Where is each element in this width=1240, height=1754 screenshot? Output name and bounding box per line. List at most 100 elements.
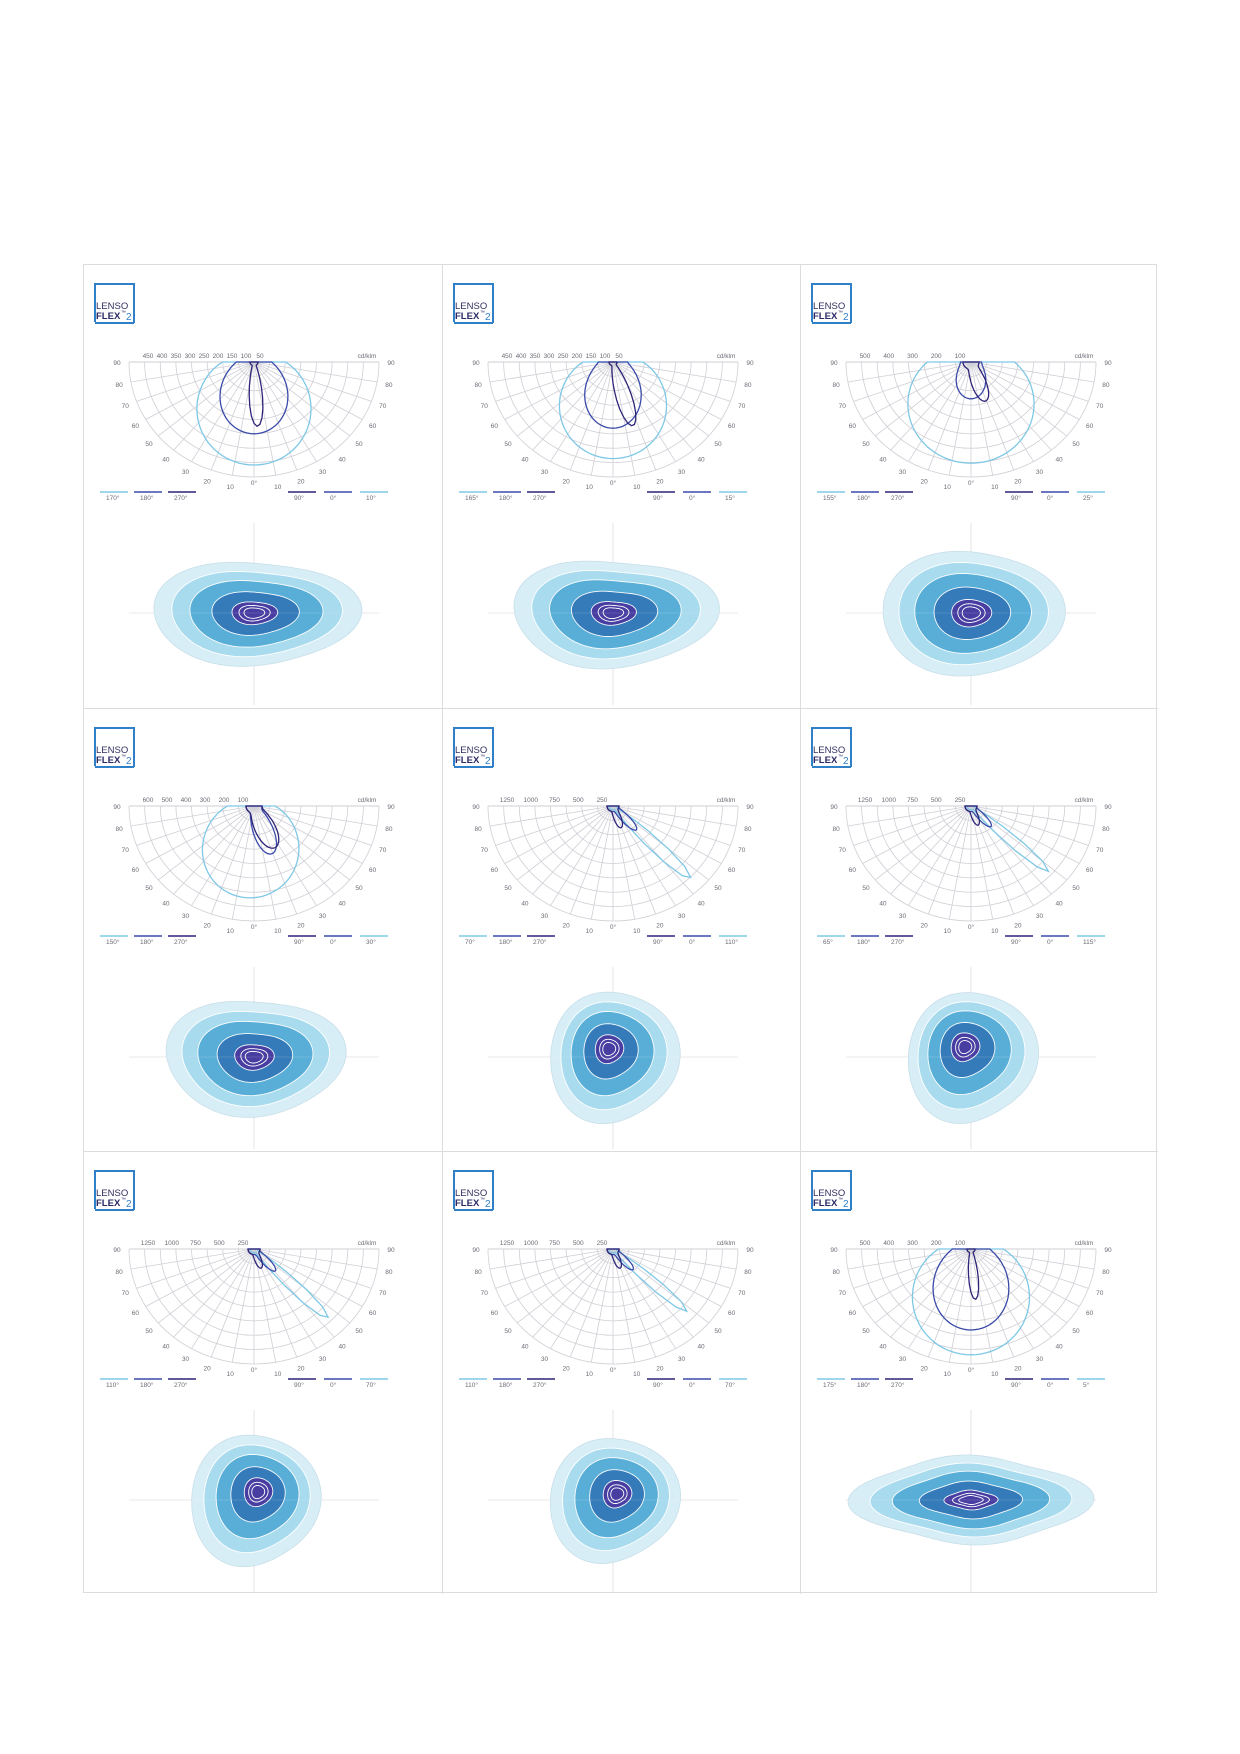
angle-label-zero: 0°	[610, 923, 617, 931]
angle-label-right: 80	[744, 382, 752, 389]
legend-label: 180°	[140, 1381, 154, 1389]
polar-spoke	[970, 1248, 994, 1363]
polar-spoke	[970, 805, 1052, 895]
polar-spoke	[875, 1248, 972, 1324]
chart-panel: LENSO FLEX ™ 2 1250 1000 750 500 250 cd/klm 90 90 80…	[442, 708, 800, 1151]
curve-c90-c270	[962, 361, 990, 402]
logo-lenso: LENSO	[96, 1188, 128, 1199]
polar-spoke	[890, 1248, 972, 1338]
intensity-tick-label: 250	[558, 353, 569, 360]
polar-grid	[128, 805, 380, 922]
plane-legend: 155° 180° 270° 90° 0° 25°	[817, 491, 1105, 502]
polar-spoke	[158, 361, 255, 437]
polar-spoke	[612, 1248, 731, 1289]
angle-label-left: 10	[944, 1371, 952, 1378]
plane-legend: 110° 180° 270° 90° 0° 70°	[459, 1378, 747, 1389]
angle-label-left: 40	[521, 1344, 529, 1351]
angle-label-left: 80	[474, 382, 482, 389]
legend-label: 30°	[366, 938, 376, 946]
angle-label-left: 80	[474, 1269, 482, 1276]
polar-spoke	[191, 805, 255, 906]
angle-label-right: 40	[697, 1344, 705, 1351]
angle-label-right: 50	[355, 441, 363, 448]
angle-labels: 90 90 80 80 70 70 60 60 50 50 40 40 30 30 20 20 10 10 0°	[830, 360, 1112, 491]
angle-label-left: 30	[182, 1356, 190, 1363]
polar-spoke	[970, 361, 1095, 383]
intensity-tick-label: 150	[586, 353, 597, 360]
angle-label-right: 90	[1104, 1247, 1112, 1254]
curve-cmax	[196, 361, 312, 466]
intensity-tick-label: 150	[227, 353, 238, 360]
angle-label-right: 70	[379, 1290, 387, 1297]
polar-spoke	[970, 805, 1015, 915]
isolux-inner-line	[957, 603, 986, 623]
angle-label-right: 90	[746, 360, 754, 367]
logo-lenso: LENSO	[455, 1188, 487, 1199]
legend-label: 110°	[725, 938, 738, 946]
intensity-tick-label: 200	[931, 353, 942, 360]
unit-label: cd/klm	[358, 353, 377, 360]
polar-spoke	[210, 805, 255, 915]
legend-label: 270°	[891, 494, 905, 502]
chart-panel: LENSO FLEX ™ 2 600 500 400 300 200 100 cd/klm 90 90 8…	[84, 708, 442, 1151]
polar-spoke	[253, 1248, 378, 1270]
chart-panel: LENSO FLEX ™ 2 450 400 350 300 250 200 150 100 50 cd/…	[442, 265, 800, 708]
curve-cmax	[907, 361, 1035, 464]
intensity-ticks: 1250 1000 750 500 250	[858, 797, 966, 804]
logo-lenso: LENSO	[96, 745, 128, 756]
chart-panel: LENSO FLEX ™ 2 1250 1000 750 500 250 cd/klm 90 90 80…	[442, 1151, 800, 1594]
polar-spoke	[489, 805, 614, 827]
intensity-tick-label: 750	[907, 797, 918, 804]
angle-label-left: 50	[862, 1328, 870, 1335]
unit-label: cd/klm	[1075, 1240, 1094, 1247]
polar-spoke	[253, 805, 378, 827]
angle-labels: 90 90 80 80 70 70 60 60 50 50 40 40 30 30 20 20 10 10 0°	[113, 804, 395, 935]
angle-label-left: 70	[839, 1290, 847, 1297]
polar-spoke	[612, 361, 676, 462]
angle-label-right: 40	[338, 901, 346, 908]
polar-spoke	[130, 805, 255, 827]
polar-spoke	[970, 1248, 1095, 1270]
angle-label-right: 90	[387, 804, 395, 811]
legend-label: 180°	[499, 494, 513, 502]
intensity-tick-label: 250	[955, 797, 966, 804]
angle-label-left: 20	[921, 1365, 929, 1372]
polar-spoke	[253, 805, 317, 906]
intensity-tick-label: 750	[549, 797, 560, 804]
intensity-tick-label: 100	[600, 353, 611, 360]
legend-label: 5°	[1083, 1381, 1090, 1389]
polar-spoke	[612, 1248, 676, 1349]
curve-cmax	[201, 805, 300, 899]
polar-spoke	[504, 805, 614, 864]
polar-spoke	[612, 805, 657, 915]
intensity-tick-label: 300	[185, 353, 196, 360]
angle-label-left: 90	[830, 804, 838, 811]
angle-labels: 90 90 80 80 70 70 60 60 50 50 40 40 30 30 20 20 10 10 0°	[113, 1247, 395, 1378]
legend-label: 15°	[725, 494, 735, 502]
angle-label-right: 50	[1072, 441, 1080, 448]
polar-spoke	[253, 1248, 363, 1307]
angle-label-right: 30	[1036, 913, 1044, 920]
legend-label: 70°	[725, 1381, 735, 1389]
logo-num: 2	[126, 756, 132, 767]
angle-label-right: 10	[991, 484, 999, 491]
logo-frame	[811, 727, 852, 767]
intensity-tick-label: 250	[199, 353, 210, 360]
intensity-tick-label: 1000	[524, 797, 539, 804]
intensity-tick-label: 300	[200, 797, 211, 804]
logo-num: 2	[843, 756, 849, 767]
isolux-inner-line	[961, 606, 981, 620]
polar-spoke	[253, 805, 372, 846]
angle-label-right: 10	[274, 1371, 282, 1378]
logo-num: 2	[843, 312, 849, 323]
angle-label-right: 30	[678, 469, 686, 476]
polar-spoke	[253, 361, 372, 402]
legend-label: 90°	[1011, 938, 1021, 946]
polar-spoke	[145, 1248, 255, 1307]
polar-spoke	[970, 1248, 1015, 1358]
